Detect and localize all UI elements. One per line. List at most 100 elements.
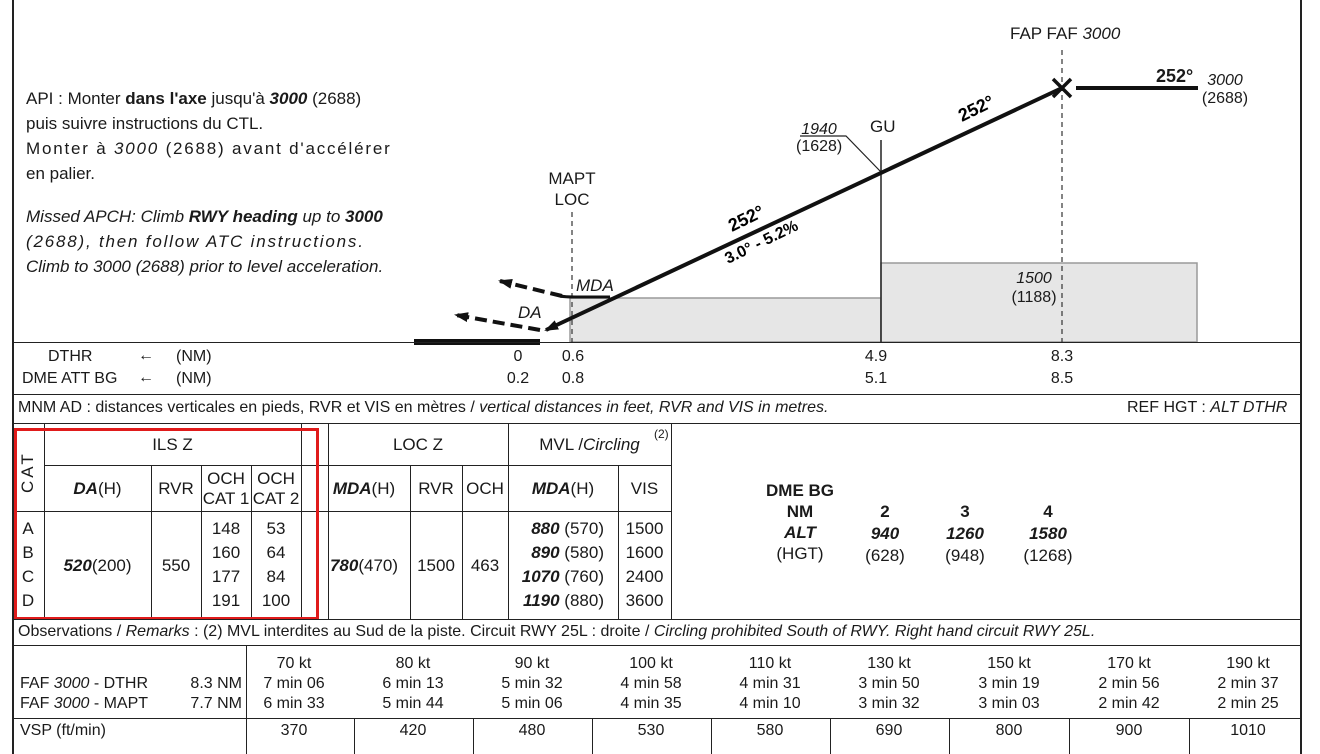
speed-kt: 170 kt bbox=[1107, 655, 1151, 672]
loc-z-title: LOC Z bbox=[392, 434, 444, 454]
mvl-note-ref: (2) bbox=[654, 427, 669, 441]
vsp-value: 900 bbox=[1115, 722, 1143, 739]
vsp-value: 800 bbox=[995, 722, 1023, 739]
speed-dthr: 6 min 13 bbox=[382, 675, 444, 692]
grid-line bbox=[671, 423, 672, 619]
speed-kt: 130 kt bbox=[867, 655, 911, 672]
loc-och-value: 463 bbox=[470, 555, 500, 575]
speed-column: 110 kt 4 min 31 4 min 10 bbox=[720, 654, 820, 714]
dthr-value: 0.6 bbox=[561, 348, 585, 365]
timing-row-labels: FAF 3000 - DTHR FAF 3000 - MAPT bbox=[20, 675, 149, 712]
speed-mapt: 2 min 25 bbox=[1217, 695, 1279, 712]
speed-mapt: 5 min 44 bbox=[382, 695, 444, 712]
ref-hgt-label: REF HGT : ALT DTHR bbox=[1127, 399, 1288, 416]
dme-column-2: 2 940 (628) bbox=[865, 502, 905, 565]
gu-altitude: 1940 (1628) bbox=[796, 121, 843, 155]
speed-column: 150 kt 3 min 19 3 min 03 bbox=[959, 654, 1059, 714]
speed-kt: 190 kt bbox=[1226, 655, 1270, 672]
grid-line bbox=[328, 423, 329, 619]
vsp-value: 420 bbox=[399, 722, 427, 739]
speed-column: 70 kt 7 min 06 6 min 33 bbox=[244, 654, 344, 714]
divider-minima-header bbox=[12, 394, 1302, 395]
obstacle-altitude: 1500 (1188) bbox=[1011, 270, 1057, 306]
vsp-value: 530 bbox=[637, 722, 665, 739]
speed-kt: 100 kt bbox=[629, 655, 673, 672]
grid-line bbox=[1069, 718, 1070, 754]
dme-value: 8.5 bbox=[1050, 370, 1074, 387]
missed-approach-en: Missed APCH: Climb RWY heading up to 300… bbox=[26, 207, 384, 276]
mvl-vis-header: VIS bbox=[630, 478, 659, 498]
speed-dthr: 4 min 58 bbox=[620, 675, 682, 692]
divider-minima-table bbox=[12, 423, 1302, 424]
speed-column: 80 kt 6 min 13 5 min 44 bbox=[363, 654, 463, 714]
gu-leader-line bbox=[800, 135, 882, 173]
arrow-left-icon: ← bbox=[138, 347, 154, 364]
speed-mapt: 3 min 03 bbox=[978, 695, 1040, 712]
grid-line bbox=[151, 465, 152, 619]
speed-kt: 110 kt bbox=[748, 655, 792, 672]
divider-vsp bbox=[12, 718, 1302, 719]
ils-och-cat1-header: OCH CAT 1 bbox=[202, 468, 250, 508]
speed-column: 190 kt 2 min 37 2 min 25 bbox=[1198, 654, 1298, 714]
ils-och-cat1-values: 148 160 177 191 bbox=[211, 519, 241, 610]
minima-header: MNM AD : distances verticales en pieds, … bbox=[18, 399, 829, 416]
intermediate-altitude: 3000 (2688) bbox=[1201, 72, 1249, 107]
speed-mapt: 4 min 35 bbox=[620, 695, 682, 712]
speed-dthr: 7 min 06 bbox=[263, 675, 325, 692]
speed-mapt: 2 min 42 bbox=[1098, 695, 1160, 712]
speed-dthr: 3 min 19 bbox=[978, 675, 1040, 692]
dme-value: 0.8 bbox=[561, 370, 585, 387]
grid-line bbox=[251, 465, 252, 619]
grid-line bbox=[301, 423, 302, 619]
speed-kt: 90 kt bbox=[514, 655, 550, 672]
mvl-mda-header: MDA (H) bbox=[531, 478, 595, 498]
obstacle-area-high bbox=[880, 262, 1198, 343]
speed-column: 170 kt 2 min 56 2 min 42 bbox=[1079, 654, 1179, 714]
speed-kt: 70 kt bbox=[276, 655, 312, 672]
dme-att-label: DME ATT BG bbox=[22, 370, 118, 387]
approach-path bbox=[544, 86, 1063, 332]
remarks-text: Observations / Remarks : (2) MVL interdi… bbox=[18, 623, 1096, 640]
timing-distances: 8.3 NM 7.7 NM bbox=[190, 675, 242, 712]
loc-rvr-value: 1500 bbox=[417, 555, 455, 575]
missed-approach-arrow-mda bbox=[498, 278, 563, 298]
vsp-value: 370 bbox=[280, 722, 308, 739]
speed-dthr: 3 min 50 bbox=[858, 675, 920, 692]
grid-line bbox=[246, 645, 247, 754]
dthr-unit: (NM) bbox=[176, 348, 212, 365]
grid-line bbox=[44, 423, 45, 619]
loc-och-header: OCH bbox=[466, 478, 504, 498]
speed-dthr: 5 min 32 bbox=[501, 675, 563, 692]
divider-timing bbox=[12, 645, 1302, 646]
speed-mapt: 5 min 06 bbox=[501, 695, 563, 712]
ils-z-title: ILS Z bbox=[152, 434, 193, 454]
ils-da-header: DA (H) bbox=[73, 478, 122, 498]
grid-line bbox=[949, 718, 950, 754]
dme-value: 0.2 bbox=[506, 370, 530, 387]
mvl-vis-values: 1500 1600 2400 3600 bbox=[625, 519, 664, 610]
dme-unit: (NM) bbox=[176, 370, 212, 387]
grid-line bbox=[1188, 718, 1190, 754]
mda-label: MDA bbox=[576, 276, 614, 295]
vsp-value: 690 bbox=[875, 722, 903, 739]
grid-line bbox=[44, 465, 671, 466]
grid-line bbox=[710, 718, 712, 754]
da-label: DA bbox=[518, 303, 542, 322]
dme-value: 5.1 bbox=[864, 370, 888, 387]
profile-diagram: 252° 252° 3.0° - 5.2% bbox=[414, 50, 1198, 345]
grid-line bbox=[12, 511, 671, 512]
dthr-value: 8.3 bbox=[1050, 348, 1074, 365]
divider-profile bbox=[12, 342, 1302, 343]
dme-column-4: 4 1580 (1268) bbox=[1023, 502, 1073, 565]
divider-remarks bbox=[12, 619, 1302, 620]
speed-mapt: 3 min 32 bbox=[858, 695, 920, 712]
speed-dthr: 2 min 56 bbox=[1098, 675, 1160, 692]
ils-rvr-value: 550 bbox=[161, 555, 191, 575]
missed-approach-fr: API : Monter dans l'axe jusqu'à 3000 (26… bbox=[26, 89, 392, 183]
speed-column: 100 kt 4 min 58 4 min 35 bbox=[601, 654, 701, 714]
ils-rvr-header: RVR bbox=[158, 478, 194, 498]
speed-kt: 80 kt bbox=[395, 655, 431, 672]
vsp-value: 580 bbox=[756, 722, 784, 739]
speed-kt: 150 kt bbox=[987, 655, 1031, 672]
faf-cross-icon bbox=[1051, 77, 1073, 99]
